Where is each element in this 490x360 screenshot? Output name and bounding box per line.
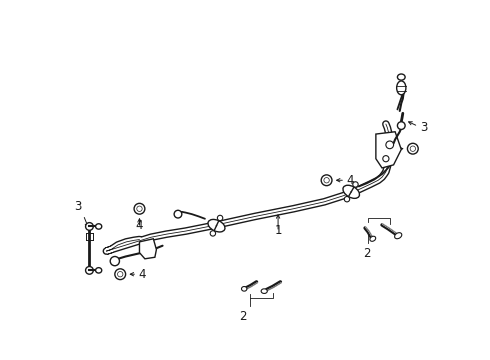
Circle shape (134, 203, 145, 214)
Circle shape (386, 141, 393, 149)
Text: 2: 2 (240, 310, 247, 323)
Text: 1: 1 (274, 224, 282, 237)
Circle shape (174, 210, 182, 218)
Circle shape (210, 231, 216, 236)
Circle shape (321, 175, 332, 186)
Polygon shape (140, 239, 156, 259)
Circle shape (137, 206, 142, 211)
Circle shape (410, 146, 416, 152)
Text: 3: 3 (420, 121, 427, 134)
Ellipse shape (397, 74, 405, 80)
Circle shape (383, 156, 389, 162)
Circle shape (86, 222, 93, 230)
Circle shape (324, 177, 329, 183)
Text: 4: 4 (387, 142, 394, 155)
Ellipse shape (394, 233, 402, 239)
Ellipse shape (96, 267, 102, 273)
Circle shape (86, 266, 93, 274)
Circle shape (110, 256, 120, 266)
Circle shape (115, 269, 125, 280)
Ellipse shape (370, 236, 376, 241)
Polygon shape (376, 132, 401, 168)
Ellipse shape (397, 81, 406, 95)
Circle shape (118, 271, 123, 277)
Text: 2: 2 (363, 247, 370, 260)
Circle shape (353, 182, 358, 187)
Text: 4: 4 (136, 219, 143, 232)
Ellipse shape (96, 224, 102, 229)
Ellipse shape (208, 219, 225, 232)
Text: 4: 4 (346, 174, 354, 187)
Circle shape (408, 143, 418, 154)
Ellipse shape (242, 287, 247, 291)
Circle shape (344, 197, 350, 202)
Circle shape (397, 122, 405, 130)
Circle shape (218, 215, 223, 221)
Ellipse shape (343, 185, 360, 198)
Text: 4: 4 (139, 268, 146, 281)
Ellipse shape (261, 289, 268, 293)
Text: 3: 3 (74, 199, 82, 213)
